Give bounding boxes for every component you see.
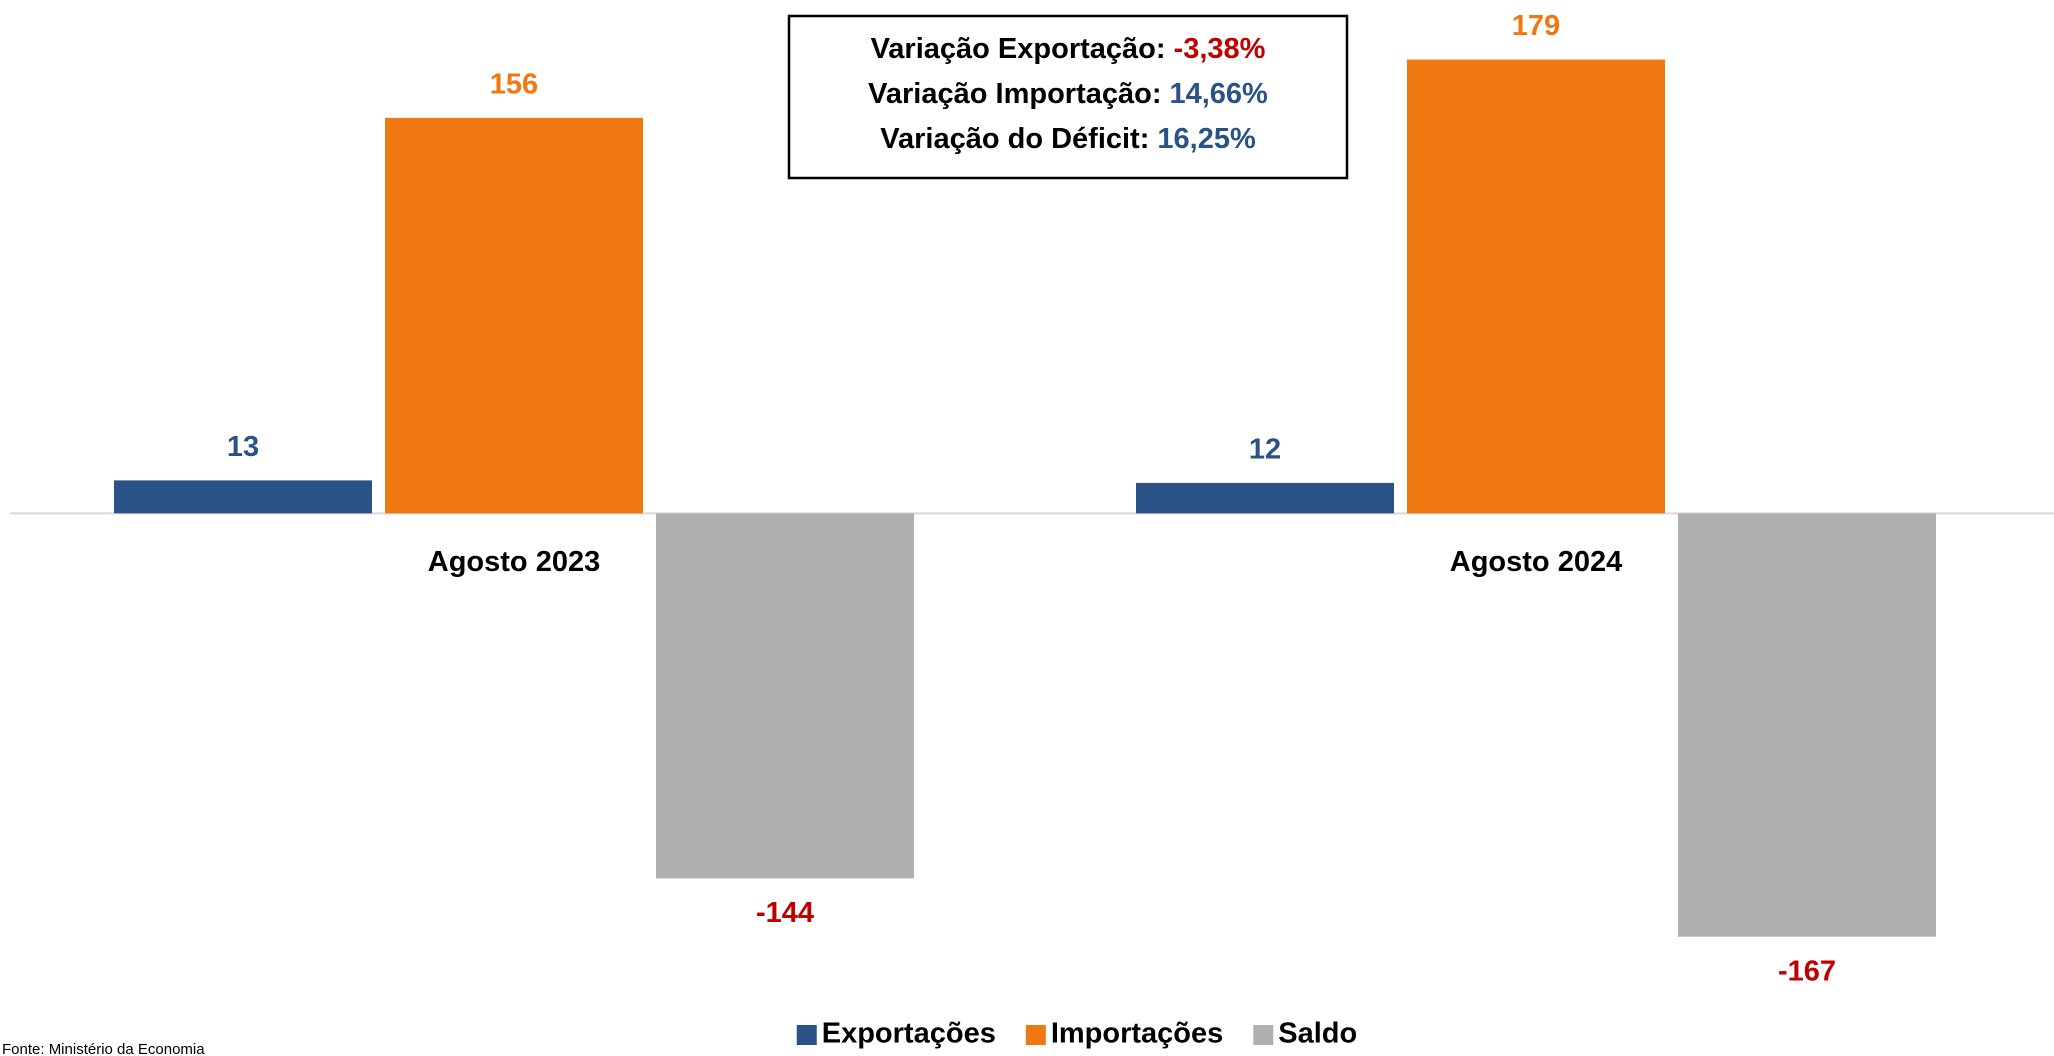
- data-label: 13: [227, 431, 259, 463]
- data-label: 179: [1512, 10, 1560, 42]
- bar: [1678, 513, 1936, 937]
- legend-swatch: [796, 1025, 817, 1045]
- data-label: -167: [1778, 955, 1836, 987]
- legend-swatch: [1025, 1025, 1046, 1045]
- bar: [385, 117, 643, 514]
- legend-label: Saldo: [1278, 1018, 1357, 1050]
- legend: Exportações Importações Saldo: [796, 1018, 1357, 1050]
- legend-swatch: [1253, 1025, 1274, 1045]
- annotation: Variação Importação: 14,66%: [868, 78, 1268, 110]
- bar: [114, 480, 372, 514]
- legend-label: Exportações: [822, 1018, 996, 1050]
- x-tick-label: Agosto 2024: [1450, 546, 1622, 578]
- annotation: Variação Exportação: -3,38%: [871, 33, 1266, 65]
- source: Fonte: Ministério da Economia: [2, 1041, 205, 1056]
- annotation-label: Variação Importação:: [868, 78, 1161, 110]
- bar: [1407, 59, 1665, 514]
- bar: [656, 513, 914, 879]
- annotation-value: 16,25%: [1157, 123, 1256, 155]
- annotation-box: [787, 14, 1349, 180]
- data-label: -144: [756, 897, 814, 929]
- x-tick-label: Agosto 2023: [428, 546, 600, 578]
- annotation-label: Variação do Déficit:: [880, 123, 1149, 155]
- annotation: Variação do Déficit: 16,25%: [880, 123, 1256, 155]
- annotation-value: 14,66%: [1169, 78, 1268, 110]
- data-label: 156: [490, 69, 538, 101]
- bar: [1136, 482, 1394, 514]
- annotation-label: Variação Exportação:: [871, 33, 1166, 65]
- data-label: 12: [1249, 434, 1281, 466]
- annotation-value: -3,38%: [1174, 33, 1266, 65]
- legend-label: Importações: [1051, 1018, 1223, 1050]
